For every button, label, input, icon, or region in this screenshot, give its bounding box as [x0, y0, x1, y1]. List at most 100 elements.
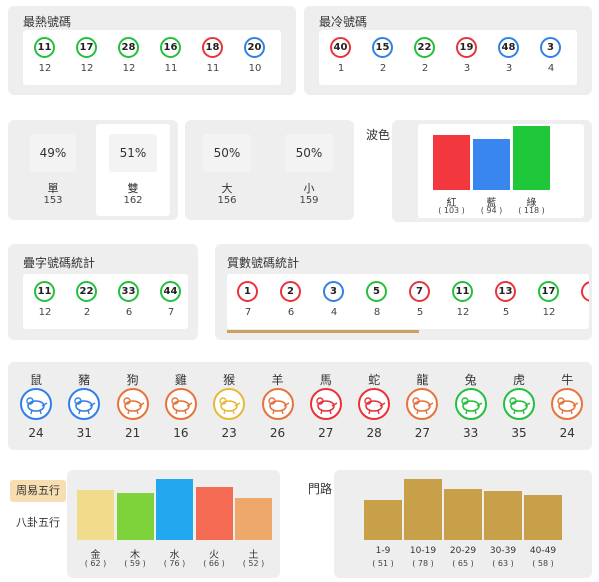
zodiac-name: 兔: [464, 373, 477, 387]
zodiac-count: 27: [318, 426, 334, 440]
number-ball[interactable]: 11: [452, 281, 473, 302]
element-bar-0: [77, 490, 114, 540]
prime-scrollbar[interactable]: [227, 330, 419, 333]
path-count: ( 51 ): [372, 559, 394, 568]
rooster-icon[interactable]: [164, 388, 197, 420]
element-bar-2: [156, 479, 193, 540]
path-count: ( 78 ): [412, 559, 434, 568]
zodiac-count: 23: [221, 426, 237, 440]
tab-bagua-five-elements[interactable]: 八卦五行: [16, 516, 60, 529]
ball-count: 5: [502, 307, 510, 318]
big-count: 156: [217, 195, 237, 206]
path-label: 10-19: [409, 546, 437, 556]
number-ball[interactable]: 33: [118, 281, 139, 302]
number-ball[interactable]: 11: [34, 37, 55, 58]
ball-count: 4: [547, 63, 555, 74]
cold-numbers-title: 最冷號碼: [319, 15, 368, 29]
ball-count: 12: [80, 63, 94, 74]
rat-icon[interactable]: [20, 388, 52, 420]
number-ball[interactable]: 22: [414, 37, 435, 58]
element-bar-1: [116, 493, 154, 540]
element-label: 金: [90, 550, 101, 561]
wave-bar-count: ( 118 ): [518, 206, 545, 215]
path-count: ( 63 ): [492, 559, 514, 568]
big-percent: 50%: [203, 134, 251, 172]
ball-count: 11: [206, 63, 220, 74]
repeat-numbers-title: 疊字號碼統計: [23, 256, 96, 270]
cold-numbers-panel: 最冷號碼 40 1 15 2 22 2 19 3 48 3 3 4: [304, 6, 592, 95]
number-ball[interactable]: 15: [372, 37, 393, 58]
prime-numbers-list[interactable]: 1 7 2 6 3 4 5 8 7 5 11 12 13 5 17 12: [227, 274, 589, 329]
zodiac-name: 羊: [271, 373, 284, 387]
number-ball[interactable]: 3: [540, 37, 561, 58]
odd-percent: 49%: [30, 134, 76, 172]
ball-count: 12: [38, 63, 52, 74]
number-ball[interactable]: 48: [498, 37, 519, 58]
path-label: 1-9: [375, 546, 391, 556]
element-bar-4: [235, 498, 272, 540]
odd-label: 單: [47, 182, 59, 195]
zodiac-name: 龍: [416, 373, 429, 387]
number-ball[interactable]: 17: [76, 37, 97, 58]
horse-icon[interactable]: [309, 388, 342, 420]
tiger-icon[interactable]: [503, 388, 535, 420]
number-ball[interactable]: 3: [323, 281, 344, 302]
tab-zhouyi-five-elements[interactable]: 周易五行: [10, 480, 66, 502]
number-ball[interactable]: 28: [118, 37, 139, 58]
wave-color-title: 波色: [366, 128, 391, 142]
odd-count: 153: [43, 195, 63, 206]
zodiac-count: 26: [269, 426, 286, 440]
monkey-icon[interactable]: [213, 388, 246, 420]
snake-icon[interactable]: [358, 388, 391, 420]
zodiac-count: 21: [124, 426, 141, 440]
goat-icon[interactable]: [261, 388, 294, 420]
path-count: ( 58 ): [532, 559, 554, 568]
ball-count: 12: [38, 307, 52, 318]
paths-title: 門路: [308, 482, 333, 496]
dog-icon[interactable]: [116, 388, 149, 420]
number-ball[interactable]: 1: [237, 281, 258, 302]
ball-count: 6: [125, 307, 133, 318]
number-ball[interactable]: 20: [244, 37, 265, 58]
zodiac-count: 35: [511, 426, 527, 440]
ball-count: 12: [542, 307, 556, 318]
number-ball[interactable]: 11: [34, 281, 55, 302]
ball-count: 11: [164, 63, 178, 74]
zodiac-name: 猴: [223, 373, 236, 387]
wave-color-panel: 波色 紅( 103 ) 藍( 94 ) 綠( 118 ): [366, 120, 592, 222]
number-ball[interactable]: 44: [160, 281, 181, 302]
zodiac-name: 鼠: [29, 373, 42, 387]
number-ball[interactable]: [581, 281, 589, 302]
zodiac-count: 27: [414, 426, 431, 440]
element-count: ( 76 ): [163, 559, 186, 568]
number-ball[interactable]: 16: [160, 37, 181, 58]
number-ball[interactable]: 40: [330, 37, 351, 58]
ox-icon[interactable]: [551, 388, 584, 420]
number-ball[interactable]: 18: [202, 37, 223, 58]
element-count: ( 66 ): [203, 559, 225, 568]
number-ball[interactable]: 22: [76, 281, 97, 302]
wave-bar-count: ( 103 ): [438, 206, 465, 215]
ball-count: 7: [167, 307, 175, 318]
wave-bar-0: [433, 135, 470, 190]
path-bar-2: [444, 489, 482, 540]
rabbit-icon[interactable]: [454, 388, 487, 420]
big-small-panel: 50% 大 156 50% 小 159: [185, 120, 354, 220]
number-ball[interactable]: 19: [456, 37, 477, 58]
number-ball[interactable]: 2: [280, 281, 301, 302]
pig-icon[interactable]: [68, 388, 101, 420]
number-ball[interactable]: 13: [495, 281, 516, 302]
wave-bar-label: 藍: [486, 198, 497, 209]
dragon-icon[interactable]: [406, 388, 439, 420]
ball-count: 8: [373, 307, 381, 318]
number-ball[interactable]: 7: [409, 281, 430, 302]
wave-bar-2: [513, 126, 550, 190]
number-ball[interactable]: 5: [366, 281, 387, 302]
element-bar-3: [195, 487, 233, 540]
repeat-numbers-list: 11 12 22 2 33 6 44 7: [23, 274, 188, 329]
number-ball[interactable]: 17: [538, 281, 559, 302]
element-label: 水: [169, 550, 180, 561]
even-count: 162: [123, 195, 143, 206]
prime-numbers-panel: 質數號碼統計 1 7 2 6 3 4 5 8 7 5 11 12 13 5 17 12: [215, 244, 592, 340]
wave-bar-label: 綠: [526, 198, 537, 209]
